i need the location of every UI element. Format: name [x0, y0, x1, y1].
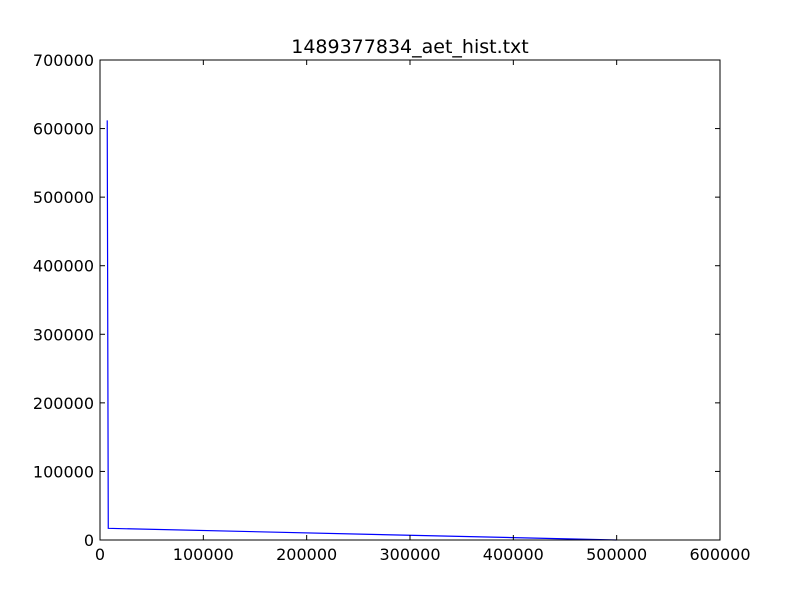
x-tick-label: 600000 — [689, 545, 750, 564]
y-tick-label: 600000 — [33, 120, 94, 139]
x-tick-label: 500000 — [586, 545, 647, 564]
y-tick-label: 500000 — [33, 188, 94, 207]
series-layer — [106, 120, 617, 541]
y-tick-label: 700000 — [33, 51, 94, 70]
ticks-layer: 0 100000 200000 300000 400000 500000 600000 0 10… — [33, 51, 751, 564]
y-tick-label: 100000 — [33, 462, 94, 481]
chart-title: 1489377834_aet_hist.txt — [291, 36, 529, 58]
x-tick-label: 400000 — [483, 545, 544, 564]
y-tick-label: 300000 — [33, 325, 94, 344]
x-tick-label: 200000 — [276, 545, 337, 564]
y-tick-label: 0 — [84, 531, 94, 550]
x-tick-label: 100000 — [173, 545, 234, 564]
x-tick-label: 0 — [95, 545, 105, 564]
y-tick-label: 400000 — [33, 257, 94, 276]
series-line-aet_hist — [106, 120, 617, 541]
x-tick-label: 300000 — [379, 545, 440, 564]
plot-frame — [99, 59, 721, 541]
y-tick-label: 200000 — [33, 394, 94, 413]
